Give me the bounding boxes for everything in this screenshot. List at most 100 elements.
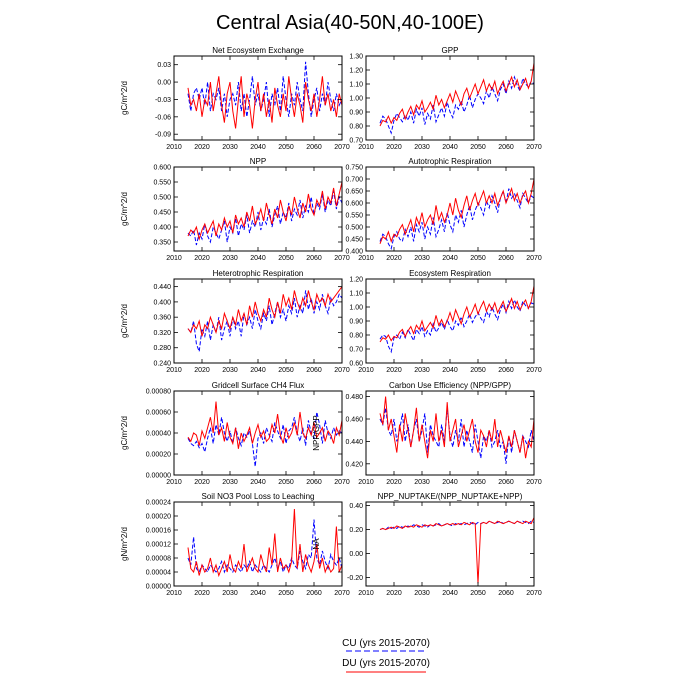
- x-tick-label: 2010: [166, 255, 182, 262]
- y-tick-label: 0.90: [349, 319, 363, 326]
- y-axis-label: gC/m^2/d: [120, 192, 129, 226]
- x-tick-label: 2010: [166, 144, 182, 151]
- y-tick-label: 0.360: [153, 315, 171, 322]
- x-tick-label: 2040: [442, 590, 458, 597]
- panel-title: Gridcell Surface CH4 Flux: [212, 381, 304, 390]
- panel-title: NPP: [250, 157, 266, 166]
- plot-frame: [365, 55, 535, 141]
- y-tick-label: -0.20: [347, 575, 363, 582]
- x-tick-label: 2010: [358, 367, 374, 374]
- y-tick-label: 0.500: [345, 225, 363, 232]
- panel-soil-no3-pool-loss-to-leaching: Soil NO3 Pool Loss to Leaching gN/m^2/d 20…: [120, 492, 350, 597]
- y-tick-label: 0.00020: [146, 452, 171, 459]
- y-tick-label: 1.10: [349, 82, 363, 89]
- y-tick-label: 0.400: [153, 299, 171, 306]
- y-tick-label: 1.00: [349, 305, 363, 312]
- legend: CU (yrs 2015-2070) DU (yrs 2015-2070): [342, 638, 430, 673]
- panel-ecosystem-respiration: Ecosystem Respiration 2010 2020 2030 2040 205…: [349, 269, 542, 374]
- series-line-cu: [187, 519, 342, 574]
- x-tick-label: 2050: [278, 367, 294, 374]
- y-tick-label: 1.20: [349, 68, 363, 75]
- y-tick-label: 0.550: [345, 213, 363, 220]
- x-tick-label: 2060: [306, 144, 322, 151]
- x-tick-label: 2010: [358, 590, 374, 597]
- x-tick-label: 2050: [278, 255, 294, 262]
- x-tick-label: 2070: [334, 479, 350, 486]
- x-tick-label: 2040: [250, 255, 266, 262]
- x-tick-label: 2070: [526, 367, 542, 374]
- series-group: [379, 517, 534, 584]
- panel-gridcell-surface-ch4-flux: Gridcell Surface CH4 Flux gC/m^2/d 2010 202…: [120, 381, 350, 486]
- series-line-du: [379, 396, 534, 459]
- panel-carbon-use-efficiency-npp-gpp: Carbon Use Efficiency (NPP/GPP) NPP/GPP 20…: [312, 381, 542, 486]
- y-tick-label: 0.80: [349, 124, 363, 131]
- x-tick-label: 2040: [250, 367, 266, 374]
- series-group: [187, 401, 342, 467]
- series-group: [379, 285, 534, 354]
- y-tick-label: 0.400: [153, 225, 171, 232]
- series-group: [379, 396, 534, 464]
- x-tick-label: 2010: [358, 255, 374, 262]
- series-group: [187, 508, 342, 578]
- x-tick-label: 2020: [194, 144, 210, 151]
- x-tick-label: 2070: [526, 590, 542, 597]
- series-line-cu: [187, 190, 342, 246]
- series-line-cu: [379, 298, 534, 354]
- x-tick-label: 2050: [470, 590, 486, 597]
- y-tick-label: 0.70: [349, 347, 363, 354]
- y-tick-label: 0.00060: [146, 410, 171, 417]
- y-tick-label: 0.480: [345, 394, 363, 401]
- series-group: [379, 178, 534, 250]
- y-tick-label: 0.03: [157, 62, 171, 69]
- panel-title: Ecosystem Respiration: [409, 269, 491, 278]
- y-tick-label: 0.240: [153, 361, 171, 368]
- y-tick-label: 0.400: [345, 249, 363, 256]
- x-tick-label: 2050: [470, 144, 486, 151]
- y-tick-label: 0.00000: [146, 473, 171, 480]
- x-tick-label: 2030: [222, 255, 238, 262]
- y-tick-label: 0.550: [153, 180, 171, 187]
- panel-title: Carbon Use Efficiency (NPP/GPP): [389, 381, 511, 390]
- y-tick-label: 1.00: [349, 96, 363, 103]
- x-tick-label: 2030: [414, 255, 430, 262]
- y-tick-label: 0.320: [153, 330, 171, 337]
- x-tick-label: 2070: [334, 590, 350, 597]
- y-axis-label: gC/m^2/d: [120, 416, 129, 450]
- y-tick-label: 0.00080: [146, 389, 171, 396]
- x-tick-label: 2050: [470, 479, 486, 486]
- x-tick-label: 2030: [222, 367, 238, 374]
- panel-title: NPP_NUPTAKE/(NPP_NUPTAKE+NPP): [378, 492, 523, 501]
- x-tick-label: 2040: [250, 479, 266, 486]
- x-tick-label: 2030: [414, 590, 430, 597]
- x-tick-label: 2070: [334, 367, 350, 374]
- x-tick-label: 2010: [358, 144, 374, 151]
- x-tick-label: 2060: [498, 144, 514, 151]
- y-tick-label: 0.00: [349, 551, 363, 558]
- y-tick-label: 0.80: [349, 333, 363, 340]
- x-tick-label: 2040: [442, 367, 458, 374]
- panels: Net Ecosystem Exchange gC/m^2/d 2010 2020 20…: [120, 46, 542, 597]
- x-tick-label: 2010: [166, 590, 182, 597]
- x-tick-label: 2060: [306, 479, 322, 486]
- y-axis-label: NPP/GPP: [312, 415, 321, 451]
- x-tick-label: 2040: [250, 144, 266, 151]
- y-tick-label: -0.03: [155, 97, 171, 104]
- series-line-du: [187, 401, 342, 449]
- series-line-du: [379, 62, 534, 127]
- x-tick-label: 2030: [414, 479, 430, 486]
- x-tick-label: 2030: [414, 144, 430, 151]
- y-tick-label: 0.650: [345, 189, 363, 196]
- y-tick-label: 0.460: [345, 417, 363, 424]
- y-tick-label: 0.700: [345, 177, 363, 184]
- series-group: [187, 61, 342, 129]
- x-tick-label: 2060: [306, 367, 322, 374]
- y-tick-label: 0.20: [349, 527, 363, 534]
- series-line-du: [379, 178, 534, 244]
- x-tick-label: 2050: [470, 255, 486, 262]
- series-group: [187, 286, 342, 352]
- x-tick-label: 2070: [526, 255, 542, 262]
- y-tick-label: 0.750: [345, 165, 363, 172]
- x-tick-label: 2010: [166, 479, 182, 486]
- x-tick-label: 2050: [278, 144, 294, 151]
